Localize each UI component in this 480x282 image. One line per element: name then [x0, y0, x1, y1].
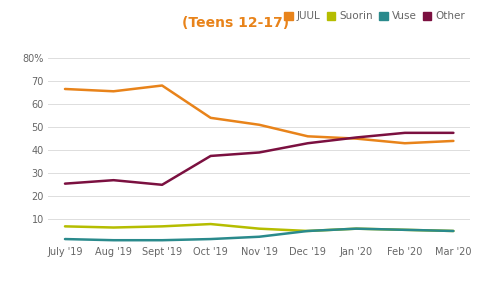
Text: Change in device type: Change in device type: [12, 16, 191, 30]
Text: (Teens 12-17): (Teens 12-17): [182, 16, 289, 30]
Legend: JUUL, Suorin, Vuse, Other: JUUL, Suorin, Vuse, Other: [285, 11, 465, 21]
